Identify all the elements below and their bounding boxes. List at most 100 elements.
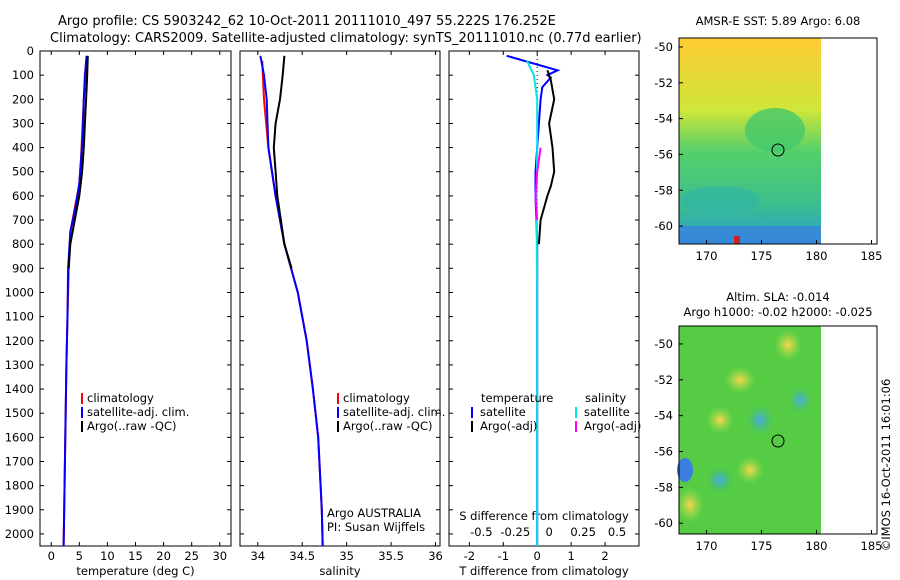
map-y-tick-label: -54 <box>654 112 673 126</box>
x-tick-label: 5 <box>76 549 83 563</box>
legend-header: temperature <box>481 391 553 405</box>
y-tick-label: 1900 <box>5 503 34 517</box>
top-tick-label: -0.5 <box>470 525 492 539</box>
map-x-tick-label: 180 <box>806 249 828 263</box>
legend-label: satellite-adj. clim. <box>343 405 445 419</box>
x-tick-label: 0 <box>48 549 55 563</box>
map-y-tick-label: -58 <box>654 480 673 494</box>
x-tick-label: 1 <box>567 549 574 563</box>
argo-position-marker <box>771 434 785 448</box>
map-x-tick-label: 180 <box>806 539 828 553</box>
series-line <box>261 60 324 547</box>
map-x-tick-label: 170 <box>696 249 718 263</box>
x-axis-label: temperature (deg C) <box>76 564 194 578</box>
sst-map <box>678 37 878 245</box>
y-tick-label: 2000 <box>5 527 34 541</box>
y-tick-label: 400 <box>12 141 34 155</box>
y-tick-label: 1100 <box>5 310 34 324</box>
legend-label: Argo(..raw -QC) <box>87 419 177 433</box>
x-tick-label: 15 <box>128 549 143 563</box>
y-tick-label: 1000 <box>5 285 34 299</box>
y-tick-label: 1700 <box>5 454 34 468</box>
plot-frame <box>239 50 441 547</box>
sla-map-blob <box>706 406 734 434</box>
x-tick-label: 0 <box>534 549 541 563</box>
annotation-text: PI: Susan Wijffels <box>327 520 425 534</box>
y-tick-label: 200 <box>12 92 34 106</box>
x-tick-label: -1 <box>498 549 509 563</box>
y-tick-label: 500 <box>12 165 34 179</box>
y-tick-label: 100 <box>12 68 34 82</box>
argo-position-marker <box>771 143 785 157</box>
map-y-tick-label: -58 <box>654 183 673 197</box>
x-tick-label: 34 <box>250 549 265 563</box>
series-line <box>537 69 556 245</box>
sst-map-hot-pixel <box>734 236 740 244</box>
sla-map-frame <box>678 325 878 535</box>
y-tick-label: 300 <box>12 116 34 130</box>
map-x-tick-label: 175 <box>751 249 773 263</box>
y-tick-label: 1500 <box>5 406 34 420</box>
legend-label: climatology <box>87 391 154 405</box>
map-y-tick-label: -60 <box>654 516 673 530</box>
annotation-text: Argo AUSTRALIA <box>327 506 421 520</box>
legend-label: Argo(-adj) <box>584 419 641 433</box>
legend-label: satellite <box>584 405 630 419</box>
x-tick-label: 34.5 <box>289 549 315 563</box>
top-axis-label: S difference from climatology <box>459 509 629 523</box>
series-line <box>62 55 88 547</box>
chart-title-line1: Argo profile: CS 5903242_62 10-Oct-2011 … <box>58 14 556 29</box>
legend-header: salinity <box>585 391 626 405</box>
y-tick-label: 0 <box>27 44 34 58</box>
x-tick-label: -2 <box>464 549 475 563</box>
sla-map-blob <box>724 366 756 394</box>
series-line <box>272 55 293 269</box>
map-x-tick-label: 185 <box>861 539 883 553</box>
sst-map-band <box>679 226 821 244</box>
y-tick-label: 1800 <box>5 479 34 493</box>
map-x-tick-label: 170 <box>696 539 718 553</box>
map-y-tick-label: -52 <box>654 373 673 387</box>
legend-label: satellite-adj. clim. <box>87 405 189 419</box>
sla-map-blob <box>736 456 764 484</box>
sla-map-title-line2: Argo h1000: -0.02 h2000: -0.025 <box>683 305 872 319</box>
sla-map-blob <box>774 329 802 361</box>
map-x-tick-label: 185 <box>861 249 883 263</box>
y-tick-label: 700 <box>12 213 34 227</box>
map-axes-1: 170 175 180 185 -50 -52 -54 -56 -58 -60 <box>654 40 882 263</box>
sla-map-blob <box>746 404 774 436</box>
legend-label: satellite <box>480 405 526 419</box>
sla-map-blob <box>706 466 734 494</box>
y-tick-label: 1400 <box>5 382 34 396</box>
legend-label: climatology <box>343 391 410 405</box>
sla-map <box>676 325 878 535</box>
x-tick-label: 2 <box>601 549 608 563</box>
x-tick-label: 20 <box>156 549 171 563</box>
x-tick-label: 35.5 <box>378 549 404 563</box>
map-axes-2: 170 175 180 185 -50 -52 -54 -56 -58 -60 <box>654 337 882 553</box>
y-tick-label: 1200 <box>5 334 34 348</box>
y-tick-label: 1600 <box>5 430 34 444</box>
map-y-tick-label: -56 <box>654 147 673 161</box>
series-line <box>67 55 89 269</box>
y-tick-label: 800 <box>12 237 34 251</box>
sla-map-blob <box>788 386 812 414</box>
copyright-stamp: ©IMOS 16-Oct-2011 16:01:06 <box>879 379 893 552</box>
top-tick-label: 0 <box>546 525 553 539</box>
legend-label: Argo(-adj) <box>480 419 537 433</box>
profile-panel-2: 34 34.5 35 35.5 36 salinity climatologysatelli… <box>239 50 445 578</box>
series-line <box>534 147 542 221</box>
y-tick-label: 600 <box>12 189 34 203</box>
x-axis-label: T difference from climatology <box>458 564 629 578</box>
legend-label: Argo(..raw -QC) <box>343 419 433 433</box>
x-axis-label: salinity <box>319 564 360 578</box>
y-tick-label: 1300 <box>5 358 34 372</box>
map-y-tick-label: -50 <box>654 40 673 54</box>
top-tick-label: -0.25 <box>500 525 530 539</box>
plot-frame <box>448 50 640 547</box>
sla-map-title-line1: Altim. SLA: -0.014 <box>726 290 830 304</box>
sst-map-feature <box>680 186 760 214</box>
x-tick-label: 35 <box>339 549 354 563</box>
sst-map-frame <box>678 37 878 245</box>
